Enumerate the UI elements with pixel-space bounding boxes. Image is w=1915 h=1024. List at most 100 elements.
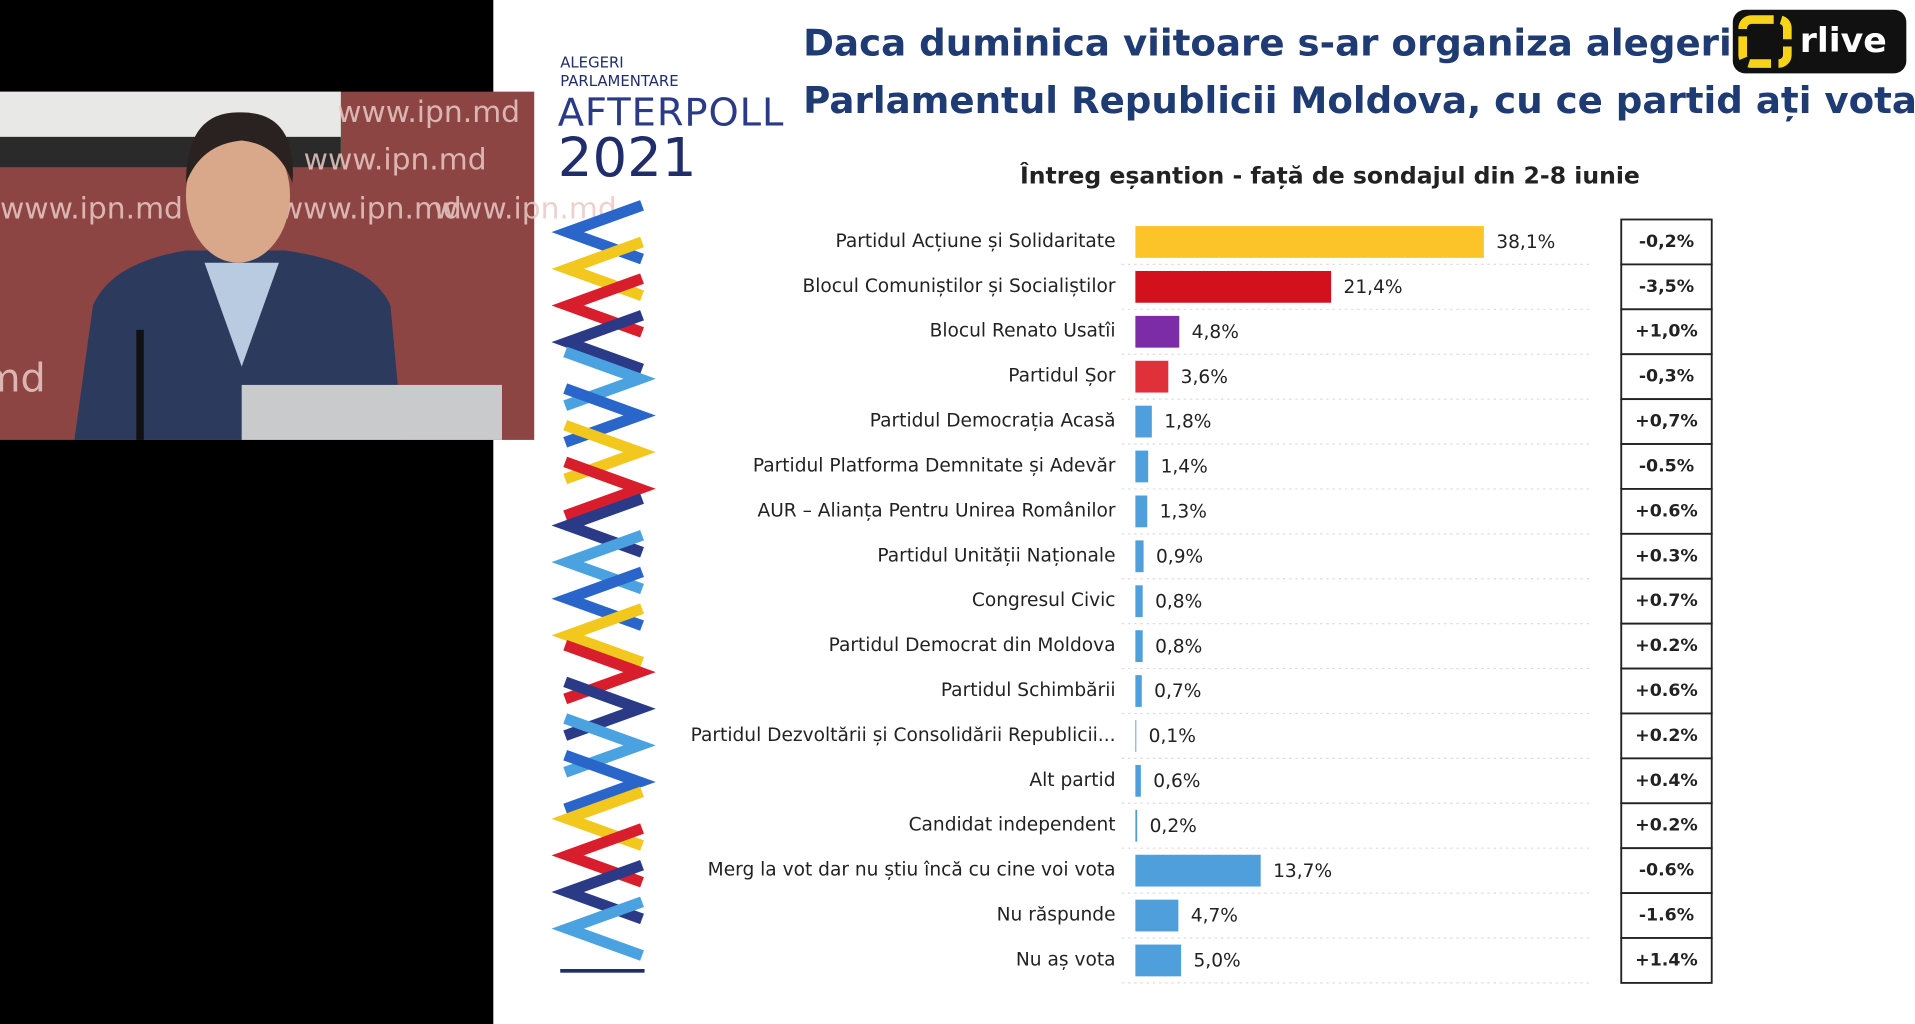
watermark: www.ipn.md: [337, 95, 520, 129]
change-label: -0,3%: [1639, 367, 1694, 387]
change-cell: [1620, 757, 1713, 805]
category-label: Blocul Renato Usatîi: [930, 321, 1116, 342]
change-label: +0.6%: [1635, 501, 1698, 521]
bar: [1135, 675, 1142, 707]
change-cell: [1620, 218, 1713, 266]
change-cell: [1620, 263, 1713, 311]
change-label: +0.3%: [1635, 546, 1698, 566]
change-label: -3,5%: [1639, 277, 1694, 297]
category-label: Partidul Democrat din Moldova: [829, 635, 1116, 656]
change-cell: [1620, 847, 1713, 895]
category-label: Partidul Acțiune și Solidaritate: [835, 231, 1115, 252]
chevron: [551, 896, 644, 961]
value-label: 21,4%: [1344, 277, 1403, 298]
watermark: www.ipn.md: [0, 192, 183, 226]
bar: [1135, 315, 1180, 348]
category-label: Blocul Comuniștilor și Socialiștilor: [802, 276, 1115, 297]
bar: [1135, 540, 1144, 573]
chart-subtitle: Întreg eșantion - față de sondajul din 2…: [1020, 162, 1640, 190]
bar: [1135, 270, 1332, 303]
value-label: 13,7%: [1273, 861, 1332, 882]
logo-year: 2021: [558, 126, 697, 189]
change-cell: [1620, 622, 1713, 670]
change-label: +1.4%: [1635, 951, 1698, 971]
bar: [1135, 899, 1179, 932]
change-label: -0.6%: [1639, 861, 1694, 881]
category-label: Alt partid: [1029, 770, 1115, 791]
value-label: 1,8%: [1164, 412, 1211, 433]
value-label: 4,8%: [1192, 322, 1239, 343]
change-label: +0.4%: [1635, 771, 1698, 791]
logo-brand: AFTERPOLL: [558, 91, 784, 135]
value-label: 4,7%: [1191, 906, 1238, 927]
change-cell: [1620, 532, 1713, 580]
change-cell: [1620, 577, 1713, 625]
category-label: Partidul Unității Naționale: [877, 545, 1115, 566]
change-cell: [1620, 308, 1713, 356]
change-cell: [1620, 398, 1713, 445]
watermark: www.ipn.md: [279, 192, 462, 226]
bar: [1135, 226, 1484, 258]
value-label: 0,8%: [1155, 636, 1202, 657]
logo-line1: ALEGERI: [560, 55, 623, 72]
change-label: -0,2%: [1639, 232, 1694, 252]
category-label: Partidul Șor: [1008, 366, 1116, 387]
value-label: 1,4%: [1161, 457, 1208, 478]
person-head: [185, 128, 291, 263]
bar: [1135, 944, 1182, 977]
change-label: -1.6%: [1639, 906, 1694, 926]
chevron: [563, 750, 656, 815]
bar: [1135, 809, 1138, 842]
value-label: 0,7%: [1154, 681, 1201, 702]
laptop: [241, 384, 502, 440]
afterpoll-logo: ALEGERI PARLAMENTARE AFTERPOLL 2021: [551, 55, 784, 973]
change-cell: [1620, 667, 1713, 715]
change-cell: [1620, 802, 1713, 850]
bar: [1135, 405, 1152, 438]
value-label: 5,0%: [1193, 951, 1240, 972]
bar: [1135, 854, 1261, 887]
change-label: +0.2%: [1635, 726, 1698, 746]
chart-title: Daca duminica viitoare s-ar organiza ale…: [803, 22, 1885, 65]
value-label: 0,2%: [1150, 816, 1197, 837]
bar: [1135, 495, 1148, 528]
channel-logo[interactable]: rlive: [1732, 9, 1907, 74]
change-label: +0.2%: [1635, 816, 1698, 836]
watermark: www.ipn.md: [0, 356, 46, 402]
chevron: [563, 456, 656, 521]
chevron: [551, 603, 644, 668]
change-label: +0.2%: [1635, 636, 1698, 656]
value-label: 1,3%: [1160, 502, 1207, 523]
value-label: 0,8%: [1155, 592, 1202, 613]
bar: [1135, 450, 1149, 483]
chevron: [551, 310, 644, 375]
chart-title-line2: Parlamentul Republicii Moldova, cu ce pa…: [803, 79, 1915, 122]
category-label: Congresul Civic: [972, 590, 1116, 611]
category-label: Partidul Dezvoltării și Consolidării Rep…: [691, 725, 1116, 746]
change-cell: [1620, 712, 1713, 760]
bar: [1135, 720, 1137, 752]
logo-rule: [560, 969, 645, 973]
category-label: Partidul Democrația Acasă: [870, 411, 1116, 432]
value-label: 0,1%: [1149, 726, 1196, 747]
channel-icon: [1738, 15, 1792, 68]
plot: Partidul Acțiune și Solidaritate 38,1% -0,…: [691, 218, 1713, 984]
change-label: +0.6%: [1635, 681, 1698, 701]
category-label: Nu răspunde: [997, 905, 1116, 926]
bar: [1135, 585, 1143, 618]
category-label: Nu aș vota: [1016, 950, 1116, 971]
channel-logo-box: [1732, 9, 1907, 74]
person-hair: [185, 112, 293, 184]
bar: [1135, 630, 1143, 662]
person-shirt: [204, 262, 279, 367]
change-cell: [1620, 892, 1713, 939]
value-label: 0,9%: [1156, 547, 1203, 568]
change-label: +0,7%: [1635, 412, 1698, 432]
change-label: -0.5%: [1639, 457, 1694, 477]
microphone: [136, 329, 144, 440]
bar: [1135, 764, 1141, 797]
change-label: +1,0%: [1635, 322, 1698, 342]
value-label: 3,6%: [1181, 367, 1228, 388]
